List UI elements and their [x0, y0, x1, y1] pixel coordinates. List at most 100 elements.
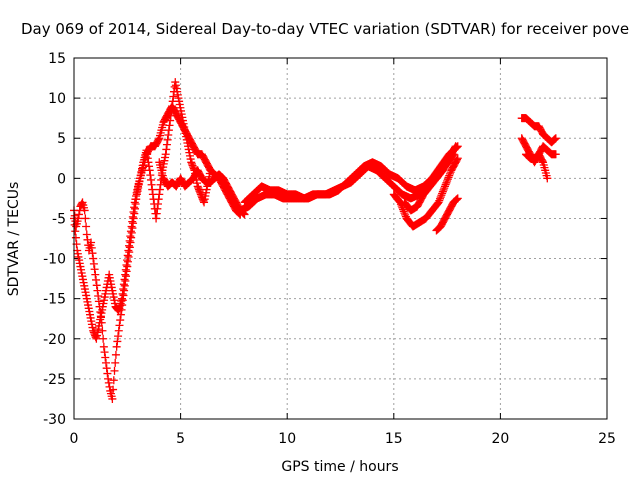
- y-tick-label: -25: [43, 372, 66, 388]
- data-point: [114, 332, 123, 341]
- data-point: [104, 374, 113, 383]
- y-tick-label: -10: [43, 252, 66, 268]
- data-point: [97, 313, 106, 322]
- x-tick-label: 20: [491, 431, 509, 447]
- data-point: [77, 199, 86, 208]
- series-track-e: [240, 142, 462, 207]
- data-point: [74, 210, 83, 219]
- data-point: [92, 275, 101, 284]
- data-point: [99, 342, 108, 351]
- data-point: [81, 214, 90, 223]
- data-point: [438, 187, 447, 196]
- series-track-h: [432, 194, 462, 235]
- data-point: [538, 156, 547, 165]
- points-layer: [70, 78, 560, 403]
- data-point: [445, 169, 454, 178]
- series-track-f: [389, 154, 462, 231]
- data-point: [94, 291, 103, 300]
- x-tick-label: 10: [278, 431, 296, 447]
- data-point: [97, 318, 106, 327]
- data-point: [109, 376, 118, 385]
- data-point: [443, 177, 452, 186]
- x-tick-label: 15: [385, 431, 403, 447]
- data-point: [100, 348, 109, 357]
- data-point: [453, 195, 462, 204]
- data-point: [451, 142, 460, 151]
- data-point: [113, 337, 122, 346]
- data-point: [92, 281, 101, 290]
- series-track-i: [517, 114, 560, 147]
- y-tick-label: -20: [43, 332, 66, 348]
- y-tick-label: -30: [43, 412, 66, 428]
- data-point: [442, 178, 451, 187]
- data-point: [82, 222, 91, 231]
- data-point: [74, 214, 83, 223]
- data-point: [109, 385, 118, 394]
- data-point: [453, 194, 462, 203]
- data-point: [435, 196, 444, 205]
- grid-layer: [74, 58, 607, 419]
- data-point: [89, 259, 98, 268]
- y-tick-label: -5: [52, 211, 66, 227]
- data-point: [110, 366, 119, 375]
- x-axis-label: GPS time / hours: [281, 459, 398, 475]
- data-point: [434, 198, 443, 207]
- data-point: [441, 180, 450, 189]
- y-axis-label: SDTVAR / TECUs: [6, 182, 22, 297]
- y-tick-label: 10: [48, 91, 66, 107]
- data-point: [399, 205, 408, 214]
- data-point: [551, 150, 560, 159]
- data-point: [99, 334, 108, 343]
- data-point: [444, 173, 453, 182]
- data-point: [93, 286, 102, 295]
- y-tick-label: 5: [57, 131, 66, 147]
- data-point: [111, 350, 120, 359]
- data-point: [445, 171, 454, 180]
- series-track-k: [521, 150, 552, 183]
- data-point: [101, 353, 110, 362]
- data-point: [80, 206, 89, 215]
- data-point: [439, 185, 448, 194]
- data-point: [87, 238, 96, 247]
- data-point: [111, 358, 120, 367]
- data-point: [102, 364, 111, 373]
- data-point: [108, 394, 117, 403]
- plot-frame: [73, 57, 608, 420]
- x-tick-label: 5: [176, 431, 185, 447]
- chart-title: Day 069 of 2014, Sidereal Day-to-day VTE…: [21, 20, 629, 38]
- data-point: [95, 302, 104, 311]
- data-point: [114, 326, 123, 335]
- data-point: [104, 378, 113, 387]
- data-point: [98, 326, 107, 335]
- data-point: [551, 134, 560, 143]
- data-point: [450, 143, 459, 152]
- data-point: [401, 210, 410, 219]
- data-point: [440, 182, 449, 191]
- y-tick-label: 15: [48, 51, 66, 67]
- series-track-g: [400, 142, 460, 215]
- data-point: [89, 254, 98, 263]
- x-tick-label: 0: [70, 431, 79, 447]
- data-point: [435, 194, 444, 203]
- data-point: [112, 342, 121, 351]
- data-point: [103, 369, 112, 378]
- data-point: [436, 193, 445, 202]
- data-point: [399, 207, 408, 216]
- data-point: [453, 154, 462, 163]
- data-point: [543, 174, 552, 183]
- data-point: [453, 155, 462, 164]
- data-point: [206, 166, 215, 175]
- x-tick-label: 25: [598, 431, 616, 447]
- data-point: [116, 316, 125, 325]
- data-point: [115, 321, 124, 330]
- data-point: [550, 135, 559, 144]
- data-point: [452, 195, 461, 204]
- data-point: [400, 209, 409, 218]
- data-point: [88, 249, 97, 258]
- data-point: [94, 297, 103, 306]
- data-point: [87, 243, 96, 252]
- data-point: [96, 308, 105, 317]
- data-point: [154, 135, 163, 144]
